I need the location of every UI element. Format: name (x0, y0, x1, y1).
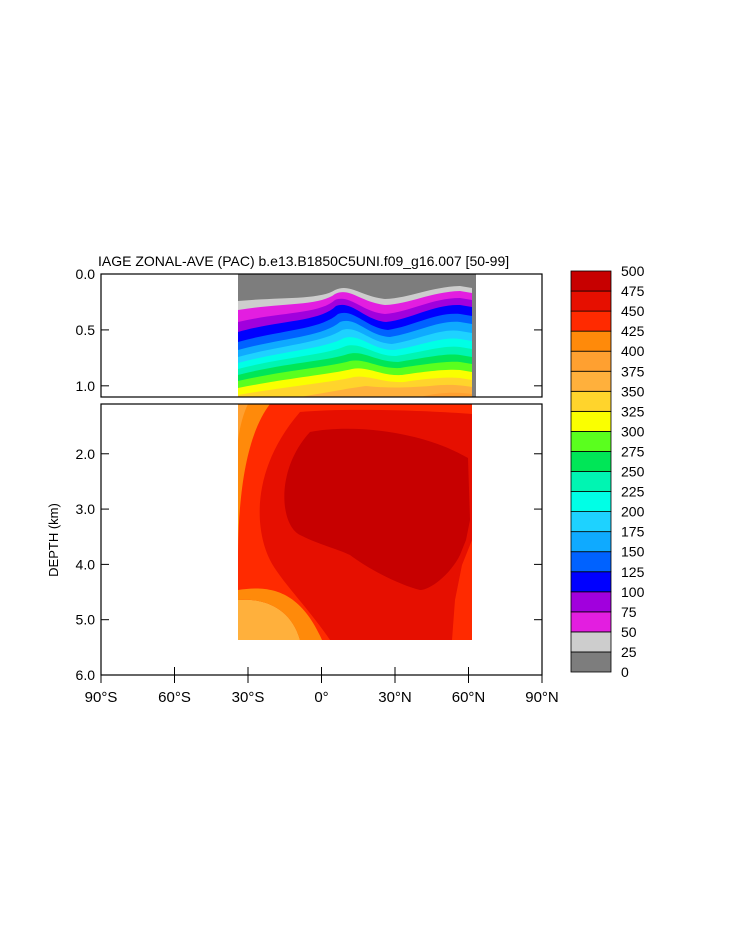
y-tick-label-lower: 4.0 (76, 556, 96, 572)
y-axis-label: DEPTH (km) (46, 503, 61, 577)
y-tick-label-lower: 3.0 (76, 501, 96, 517)
colorbar-swatch (570, 631, 612, 653)
colorbar-swatch (570, 491, 612, 512)
y-tick-label-upper: 0.5 (76, 322, 96, 338)
colorbar-swatch (570, 370, 612, 392)
x-axis: 90°S 60°S 30°S 0° 30°N 60°N 90°N (85, 667, 559, 706)
band-orange (420, 392, 472, 397)
colorbar-swatch (570, 330, 612, 352)
colorbar-swatch (570, 430, 612, 452)
colorbar-label: 250 (621, 464, 645, 480)
upper-panel (100, 273, 543, 398)
colorbar: 0 25 50 75 100 125 150 175 200 225 250 275 300 325 350… (570, 263, 645, 680)
colorbar-swatch (570, 651, 612, 673)
colorbar-swatch (570, 451, 612, 472)
upper-contours (238, 274, 476, 397)
colorbar-swatch (570, 571, 612, 593)
colorbar-label: 100 (621, 584, 645, 600)
colorbar-label: 325 (621, 403, 645, 419)
y-axis-upper: 0.0 0.5 1.0 (76, 266, 542, 394)
colorbar-label: 175 (621, 524, 645, 540)
colorbar-label: 150 (621, 544, 645, 560)
colorbar-label: 225 (621, 484, 645, 500)
colorbar-swatch (570, 310, 612, 332)
x-tick-label: 60°N (452, 689, 486, 706)
colorbar-label: 0 (621, 664, 629, 680)
colorbar-label: 200 (621, 504, 645, 520)
colorbar-swatch (570, 511, 612, 533)
colorbar-label: 25 (621, 644, 637, 660)
colorbar-label: 75 (621, 604, 637, 620)
upper-panel-frame (100, 273, 543, 398)
colorbar-swatch (570, 551, 612, 573)
colorbar-label: 125 (621, 564, 645, 580)
x-tick-label: 90°S (85, 689, 118, 706)
colorbar-label: 400 (621, 343, 645, 359)
colorbar-swatch (570, 350, 612, 372)
lower-band-darkred (284, 428, 470, 590)
colorbar-label: 275 (621, 443, 645, 459)
lower-panel (100, 403, 543, 676)
y-tick-label-lower: 5.0 (76, 612, 96, 628)
y-tick-label-upper: 0.0 (76, 266, 96, 282)
colorbar-swatch (570, 410, 612, 432)
colorbar-swatch (570, 591, 612, 613)
lower-contours (238, 404, 472, 640)
band-lightorange (300, 384, 472, 397)
colorbar-label: 425 (621, 323, 645, 339)
lower-deep-orange2 (238, 588, 322, 640)
x-tick-label: 30°N (378, 689, 412, 706)
colorbar-label: 300 (621, 423, 645, 439)
chart-title: IAGE ZONAL-AVE (PAC) b.e13.B1850C5UNI.f0… (98, 253, 509, 269)
x-tick-label: 30°S (232, 689, 265, 706)
lower-deep-orange (238, 599, 300, 640)
colorbar-swatch (570, 611, 612, 633)
x-tick-label: 90°N (525, 689, 559, 706)
x-tick-label: 60°S (158, 689, 191, 706)
y-tick-label-lower: 2.0 (76, 446, 96, 462)
colorbar-swatch (570, 390, 612, 412)
y-tick-label-lower: 6.0 (76, 667, 96, 683)
colorbar-label: 500 (621, 263, 645, 279)
colorbar-label: 450 (621, 303, 645, 319)
colorbar-label: 375 (621, 363, 645, 379)
y-axis-lower: 2.0 3.0 4.0 5.0 6.0 (76, 446, 542, 683)
colorbar-swatch (570, 290, 612, 312)
colorbar-swatch (570, 471, 612, 492)
colorbar-label: 50 (621, 624, 637, 640)
colorbar-label: 475 (621, 283, 645, 299)
colorbar-label: 350 (621, 383, 645, 399)
colorbar-swatch (570, 270, 612, 292)
y-tick-label-upper: 1.0 (76, 378, 96, 394)
colorbar-swatch (570, 531, 612, 553)
x-tick-label: 0° (314, 689, 328, 706)
